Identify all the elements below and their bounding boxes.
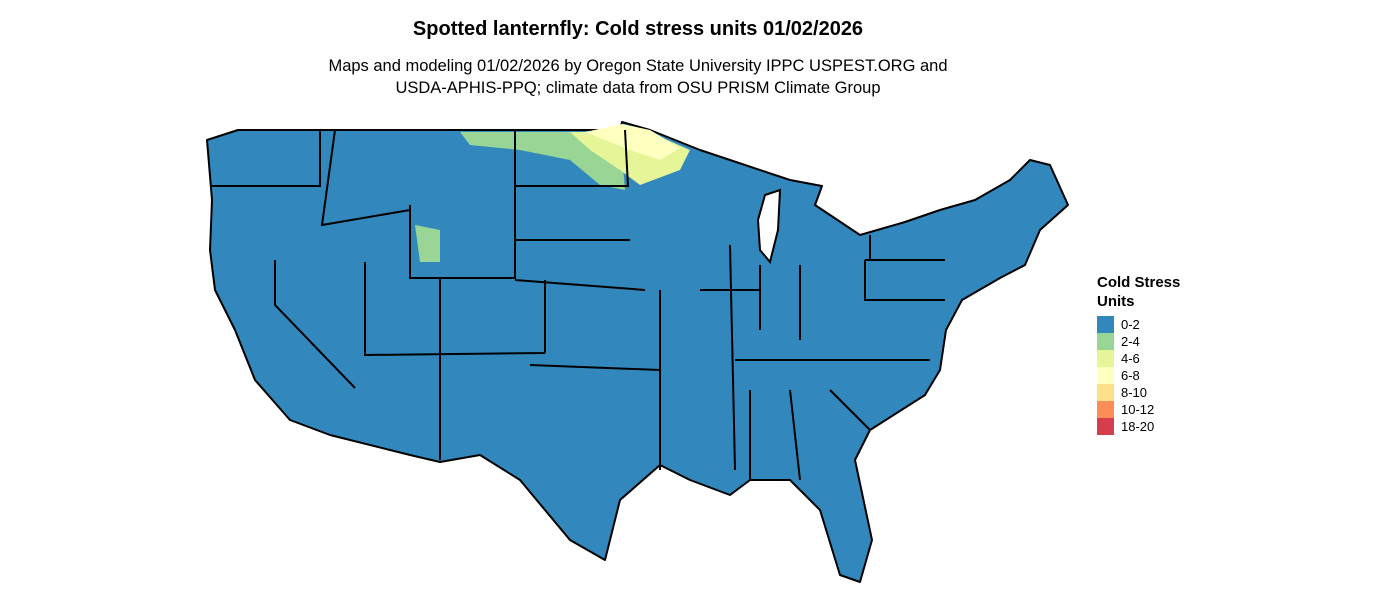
legend-label: 2-4	[1121, 334, 1140, 349]
legend-label: 18-20	[1121, 419, 1155, 434]
lake-michigan	[756, 188, 782, 265]
legend-label: 0-2	[1121, 317, 1140, 332]
legend-title: Cold Stress Units	[1097, 274, 1181, 310]
warm-zone	[460, 132, 625, 190]
legend-label: 6-8	[1121, 368, 1140, 383]
legend-item: 6-8	[1097, 367, 1207, 384]
subtitle-line: Maps and modeling 01/02/2026 by Oregon S…	[328, 57, 948, 75]
warm-zone	[415, 225, 440, 262]
legend-label: 4-6	[1121, 351, 1140, 366]
map-title: Spotted lanternfly: Cold stress units 01…	[412, 18, 864, 40]
legend-swatch	[1097, 384, 1114, 401]
legend-swatch	[1097, 367, 1114, 384]
map-subtitle: Maps and modeling 01/02/2026 by Oregon S…	[0, 55, 1276, 99]
state-borders	[212, 129, 945, 481]
legend: Cold Stress Units 0-2 2-4 4-6 6-8 8-10 10-12 1…	[1097, 273, 1207, 435]
legend-item: 8-10	[1097, 384, 1207, 401]
legend-swatch	[1097, 418, 1114, 435]
legend-label: 8-10	[1121, 385, 1148, 400]
legend-label: 10-12	[1121, 402, 1155, 417]
legend-swatch	[1097, 316, 1114, 333]
legend-swatch	[1097, 401, 1114, 418]
legend-item: 4-6	[1097, 350, 1207, 367]
subtitle-line: USDA-APHIS-PPQ; climate data from OSU PR…	[395, 79, 881, 97]
legend-swatch	[1097, 333, 1114, 350]
warm-zone	[585, 124, 680, 160]
legend-item: 2-4	[1097, 333, 1207, 350]
legend-item: 18-20	[1097, 418, 1207, 435]
legend-items: 0-2 2-4 4-6 6-8 8-10 10-12 18-20	[1097, 316, 1207, 435]
us-map	[206, 121, 1069, 583]
us-outline	[206, 121, 1069, 583]
legend-swatch	[1097, 350, 1114, 367]
legend-item: 10-12	[1097, 401, 1207, 418]
legend-item: 0-2	[1097, 316, 1207, 333]
